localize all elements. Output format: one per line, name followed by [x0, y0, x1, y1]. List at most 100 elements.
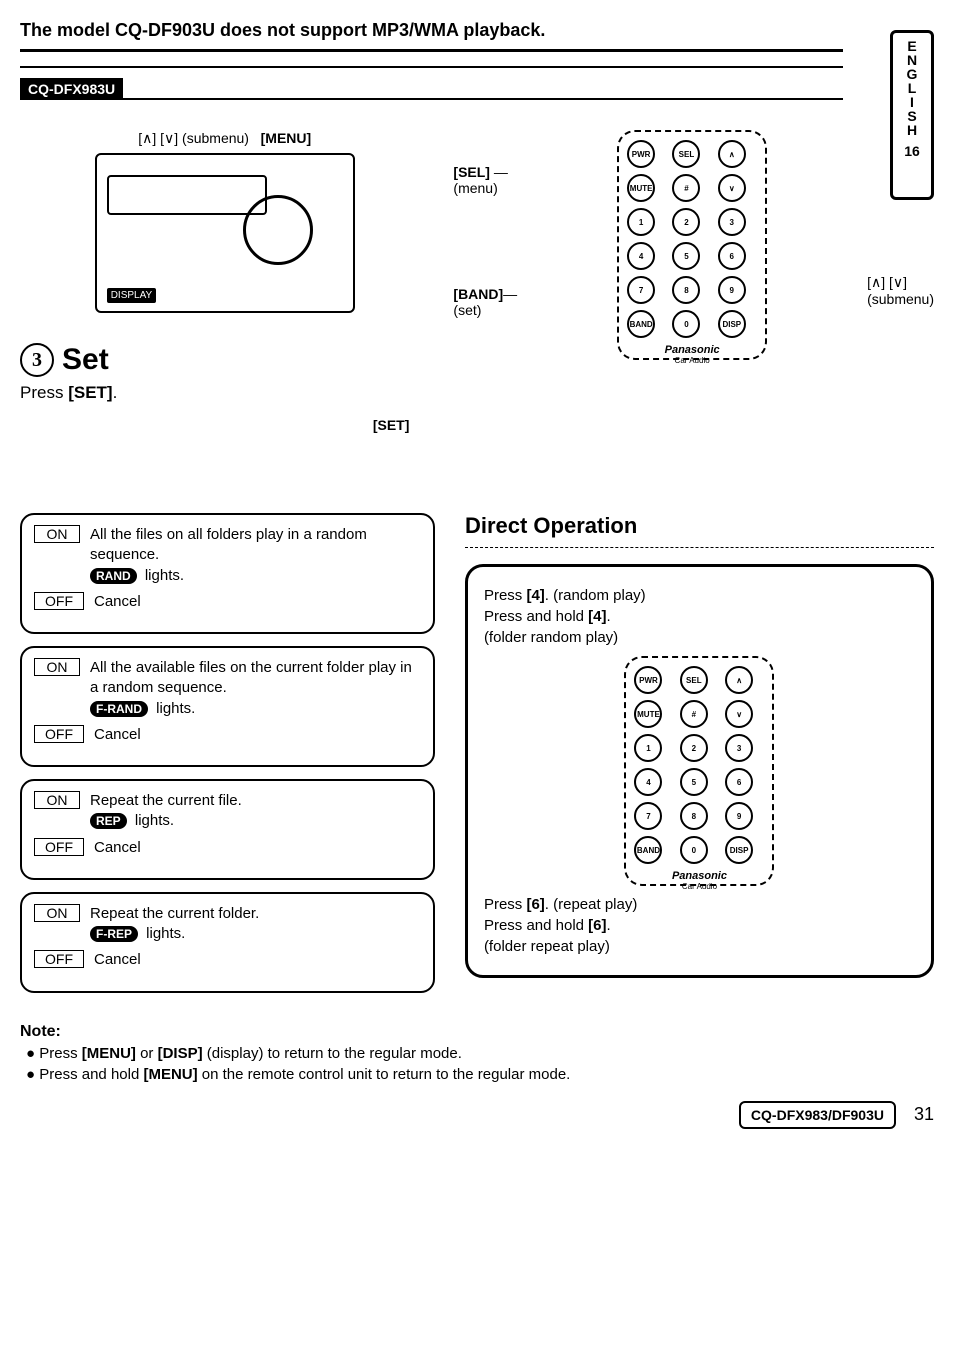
remote-btn-sel: SEL: [672, 140, 700, 168]
remote-btn-mute: MUTE: [634, 700, 662, 728]
note-heading: Note:: [20, 1023, 934, 1041]
remote-btn-disp: DISP: [725, 836, 753, 864]
remote-btn-5: 5: [672, 242, 700, 270]
direct-remote-brand: Panasonic: [634, 870, 764, 882]
remote-btn-1: 1: [627, 208, 655, 236]
remote-btn-band: BAND: [634, 836, 662, 864]
off-tag: OFF: [34, 725, 84, 743]
remote-button-grid: PWRSEL∧MUTE#∨123456789BAND0DISP: [627, 140, 757, 338]
remote-btn-mute: MUTE: [627, 174, 655, 202]
set-callout: [SET]: [20, 417, 429, 433]
band-sub: (set): [453, 302, 517, 318]
on-tag: ON: [34, 658, 80, 676]
light-chip: REP: [90, 813, 127, 829]
direct-remote-brand-sub: Car Audio: [634, 882, 764, 891]
remote-btn-3: 3: [725, 734, 753, 762]
on-text: Repeat the current folder.F-REP lights.: [90, 904, 259, 945]
remote-btn-9: 9: [725, 802, 753, 830]
remote-btn-pwr: PWR: [634, 666, 662, 694]
remote-btn-sel: SEL: [680, 666, 708, 694]
direct-operation-box: Press [4]. (random play) Press and hold …: [465, 564, 934, 978]
direct-top3: (folder random play): [484, 629, 915, 646]
remote-btn-#: #: [680, 700, 708, 728]
remote-btn-6: 6: [718, 242, 746, 270]
remote-illustration: PWRSEL∧MUTE#∨123456789BAND0DISP Panasoni…: [617, 130, 767, 360]
remote-left-labels: [SEL] — (menu) [BAND]— (set): [453, 144, 517, 318]
remote-btn-7: 7: [627, 276, 655, 304]
light-chip: F-REP: [90, 926, 138, 942]
off-tag: OFF: [34, 592, 84, 610]
remote-btn-∧: ∧: [725, 666, 753, 694]
top-rule: [20, 49, 843, 52]
direct-bot2: Press and hold [6].: [484, 917, 915, 934]
remote-btn-0: 0: [672, 310, 700, 338]
options-column: ON All the files on all folders play in a…: [20, 513, 435, 1005]
direct-bot3: (folder repeat play): [484, 938, 915, 955]
on-text: All the files on all folders play in a r…: [90, 525, 421, 586]
remote-brand-sub: Car Audio: [627, 356, 757, 365]
sel-label: [SEL]: [453, 164, 490, 180]
option-box-1: ON All the available files on the current…: [20, 646, 435, 767]
remote-btn-8: 8: [680, 802, 708, 830]
note-block: Note: Press [MENU] or [DISP] (display) t…: [20, 1023, 934, 1083]
off-tag: OFF: [34, 950, 84, 968]
submenu-label: [∧] [∨] (submenu): [138, 130, 249, 146]
page-number: 31: [914, 1104, 934, 1125]
remote-btn-pwr: PWR: [627, 140, 655, 168]
remote-btn-5: 5: [680, 768, 708, 796]
band-label: [BAND]: [453, 286, 503, 302]
option-box-3: ON Repeat the current folder.F-REP lights…: [20, 892, 435, 993]
direct-operation-title: Direct Operation: [465, 513, 934, 539]
remote-btn-6: 6: [725, 768, 753, 796]
note-line-1: Press [MENU] or [DISP] (display) to retu…: [26, 1045, 934, 1062]
remote-btn-2: 2: [680, 734, 708, 762]
remote-btn-band: BAND: [627, 310, 655, 338]
remote-btn-1: 1: [634, 734, 662, 762]
remote-brand: Panasonic: [627, 344, 757, 356]
on-tag: ON: [34, 525, 80, 543]
head-unit-dial: [243, 195, 313, 265]
on-text: All the available files on the current f…: [90, 658, 421, 719]
head-unit-screen: [107, 175, 267, 215]
off-tag: OFF: [34, 838, 84, 856]
top-note: The model CQ-DF903U does not support MP3…: [20, 20, 934, 41]
off-text: Cancel: [94, 950, 141, 970]
direct-remote-illustration: PWR SEL ∧ MUTE # ∨ 123 456 789 BAND 0 DISP Panasoni…: [624, 656, 774, 886]
remote-btn-disp: DISP: [718, 310, 746, 338]
remote-btn-∧: ∧: [718, 140, 746, 168]
remote-btn-3: 3: [718, 208, 746, 236]
option-box-0: ON All the files on all folders play in a…: [20, 513, 435, 634]
direct-bot1: Press [6]. (repeat play): [484, 896, 915, 913]
remote-btn-8: 8: [672, 276, 700, 304]
remote-btn-4: 4: [627, 242, 655, 270]
off-text: Cancel: [94, 592, 141, 612]
remote-btn-2: 2: [672, 208, 700, 236]
remote-btn-4: 4: [634, 768, 662, 796]
remote-btn-7: 7: [634, 802, 662, 830]
step-number: 3: [20, 343, 54, 377]
menu-label: [MENU]: [261, 130, 312, 146]
step-instruction: Press [SET].: [20, 383, 429, 403]
remote-btn-0: 0: [680, 836, 708, 864]
arrows-sub: (submenu): [867, 291, 934, 307]
head-unit-display-button: DISPLAY: [107, 288, 157, 303]
language-tab-word: ENGLISH: [893, 39, 931, 137]
on-tag: ON: [34, 791, 80, 809]
direct-top1: Press [4]. (random play): [484, 587, 915, 604]
language-tab: ENGLISH 16: [890, 30, 934, 200]
device-label: [∧] [∨] (submenu) [MENU]: [20, 130, 429, 147]
arrows-label: [∧] [∨]: [867, 274, 934, 291]
on-tag: ON: [34, 904, 80, 922]
remote-btn-9: 9: [718, 276, 746, 304]
light-chip: F-RAND: [90, 701, 148, 717]
note-line-2: Press and hold [MENU] on the remote cont…: [26, 1066, 934, 1083]
step-title: Set: [62, 343, 109, 377]
light-chip: RAND: [90, 568, 137, 584]
remote-btn-#: #: [672, 174, 700, 202]
head-unit-illustration: DISPLAY: [95, 153, 355, 313]
direct-remote-button-grid: PWR SEL ∧ MUTE # ∨ 123 456 789 BAND 0 DISP: [634, 666, 764, 864]
model-rule: [20, 98, 843, 100]
sel-sub: (menu): [453, 180, 517, 196]
remote-btn-∨: ∨: [725, 700, 753, 728]
off-text: Cancel: [94, 838, 141, 858]
